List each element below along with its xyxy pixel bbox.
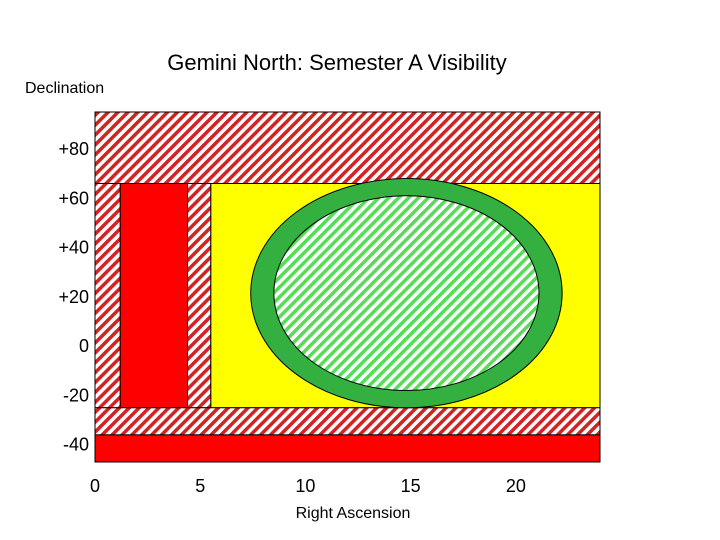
region-left-hatch-strip: [94, 182, 121, 409]
region-mid-hatch-strip: [187, 182, 212, 409]
region-left-red-block: [119, 182, 189, 409]
y-tick-label: +60: [58, 188, 89, 208]
chart-title: Gemini North: Semester A Visibility: [167, 50, 507, 75]
y-tick-label: +40: [58, 238, 89, 258]
region-south-hatch-band: [94, 407, 601, 436]
region-north-band: [94, 111, 601, 184]
x-axis-ticks: 0 5 10 15 20: [90, 476, 526, 496]
ellipse-inner-hatched-ellipse: [273, 195, 540, 392]
x-tick-label: 5: [195, 476, 205, 496]
y-tick-label: -20: [63, 385, 89, 405]
plot-frame: [94, 111, 601, 463]
y-tick-label: -40: [63, 435, 89, 455]
y-tick-label: 0: [79, 336, 89, 356]
region-south-red-band: [94, 434, 601, 463]
y-tick-label: +20: [58, 287, 89, 307]
y-axis-ticks: +80 +60 +40 +20 0 -20 -40: [58, 139, 89, 455]
x-axis-label: Right Ascension: [296, 505, 411, 522]
x-tick-label: 10: [295, 476, 315, 496]
x-tick-label: 20: [506, 476, 526, 496]
plot-ellipses: [250, 178, 563, 409]
y-axis-label: Declination: [25, 80, 104, 97]
x-tick-label: 15: [401, 476, 421, 496]
y-tick-label: +80: [58, 139, 89, 159]
x-tick-label: 0: [90, 476, 100, 496]
